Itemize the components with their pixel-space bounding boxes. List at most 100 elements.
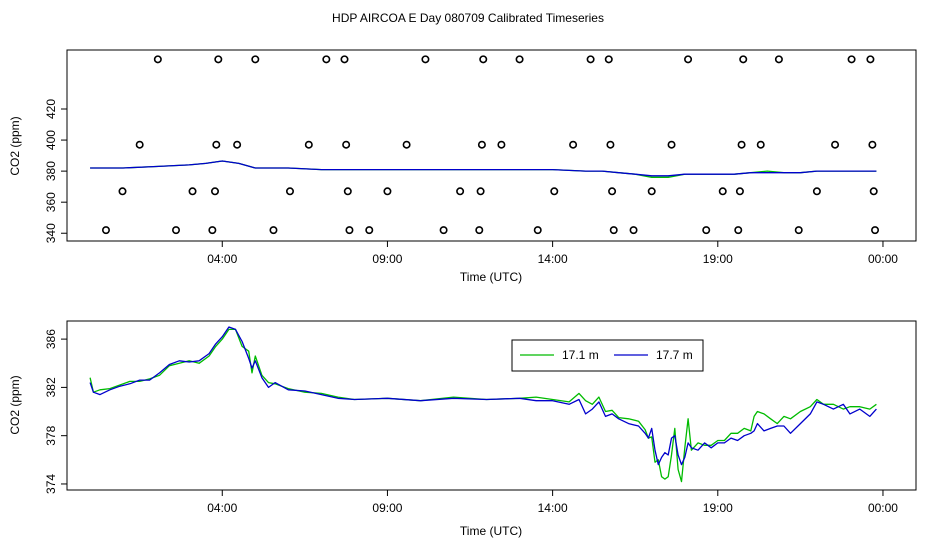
- calibration-point: [475, 226, 484, 235]
- calibration-point: [340, 55, 349, 64]
- y-tick-label: 380: [44, 161, 58, 181]
- calibration-point: [718, 187, 727, 196]
- calibration-point: [550, 187, 559, 196]
- calibration-point: [812, 187, 821, 196]
- y-tick-label: 386: [44, 329, 58, 349]
- calibration-point: [421, 55, 430, 64]
- x-axis: 04:00 09:00 14:00 19:00 00:00: [207, 241, 898, 266]
- calibration-point: [604, 55, 613, 64]
- y-tick-label: 382: [44, 377, 58, 397]
- calibration-point: [214, 55, 223, 64]
- legend-label-17-7m: 17.7 m: [656, 348, 693, 362]
- y-axis-label: CO2 (ppm): [8, 375, 22, 434]
- x-tick-label: 14:00: [538, 252, 568, 266]
- calibration-point: [135, 140, 144, 149]
- calibration-point: [476, 187, 485, 196]
- calibration-point: [251, 55, 260, 64]
- calibration-point: [831, 140, 840, 149]
- calibration-point: [739, 55, 748, 64]
- calibration-point: [647, 187, 656, 196]
- calibration-point: [322, 55, 331, 64]
- series-line: [89, 328, 877, 483]
- plot-frame: [66, 320, 917, 491]
- x-tick-label: 09:00: [372, 252, 402, 266]
- calibration-point: [606, 140, 615, 149]
- calibration-point: [515, 55, 524, 64]
- calibration-point: [101, 226, 110, 235]
- calibration-point: [608, 187, 617, 196]
- y-tick-label: 400: [44, 130, 58, 150]
- calibration-point: [118, 187, 127, 196]
- x-tick-label: 19:00: [703, 252, 733, 266]
- calibration-point: [735, 187, 744, 196]
- x-tick-label: 19:00: [703, 501, 733, 515]
- legend: 17.1 m 17.7 m: [511, 339, 704, 372]
- chart-title: HDP AIRCOA E Day 080709 Calibrated Times…: [332, 11, 604, 25]
- calibration-point: [756, 140, 765, 149]
- calibration-point: [586, 55, 595, 64]
- calibration-point: [285, 187, 294, 196]
- calibration-point: [188, 187, 197, 196]
- legend-label-17-1m: 17.1 m: [562, 348, 599, 362]
- calibration-points: [101, 55, 880, 235]
- x-axis: 04:00 09:00 14:00 19:00 00:00: [207, 490, 898, 515]
- calibration-point: [847, 55, 856, 64]
- calibration-point: [402, 140, 411, 149]
- x-tick-label: 14:00: [538, 501, 568, 515]
- calibration-point: [684, 55, 693, 64]
- calibration-point: [533, 226, 542, 235]
- y-axis: 340 360 380 400 420: [44, 99, 67, 243]
- calibration-point: [794, 226, 803, 235]
- calibration-point: [345, 226, 354, 235]
- x-tick-label: 00:00: [868, 252, 898, 266]
- x-tick-label: 00:00: [868, 501, 898, 515]
- calibration-point: [269, 226, 278, 235]
- x-tick-label: 09:00: [372, 501, 402, 515]
- calibration-point: [439, 226, 448, 235]
- calibration-point: [342, 140, 351, 149]
- calibration-point: [479, 55, 488, 64]
- calibration-point: [365, 226, 374, 235]
- y-tick-label: 374: [44, 474, 58, 494]
- calibration-point: [629, 226, 638, 235]
- x-axis-label: Time (UTC): [460, 270, 522, 284]
- y-tick-label: 360: [44, 192, 58, 212]
- calibration-point: [208, 226, 217, 235]
- timeseries-panel: 04:00 09:00 14:00 19:00 00:00 374 378 382 386 T…: [8, 320, 917, 538]
- y-axis-label: CO2 (ppm): [8, 116, 22, 175]
- series-lines: [89, 326, 877, 483]
- calibration-point: [737, 140, 746, 149]
- calibration-point: [868, 140, 877, 149]
- calibration-point: [210, 187, 219, 196]
- x-tick-label: 04:00: [207, 252, 237, 266]
- calibration-point: [456, 187, 465, 196]
- calibration-point: [477, 140, 486, 149]
- calibration-point: [774, 55, 783, 64]
- calibration-point: [153, 55, 162, 64]
- plot-frame: [66, 49, 917, 242]
- calibration-point: [866, 55, 875, 64]
- calibration-point: [734, 226, 743, 235]
- y-tick-label: 340: [44, 223, 58, 243]
- calibration-point: [609, 226, 618, 235]
- calibration-point: [667, 140, 676, 149]
- x-axis-label: Time (UTC): [460, 524, 522, 538]
- calibration-point: [383, 187, 392, 196]
- calibration-point: [569, 140, 578, 149]
- calibration-point: [304, 140, 313, 149]
- calibration-point: [172, 226, 181, 235]
- calibration-point: [497, 140, 506, 149]
- series-line: [90, 160, 877, 177]
- y-tick-label: 378: [44, 425, 58, 445]
- calibration-point: [871, 226, 880, 235]
- y-tick-label: 420: [44, 99, 58, 119]
- x-tick-label: 04:00: [207, 501, 237, 515]
- series-lines: [90, 160, 877, 178]
- calibration-point: [233, 140, 242, 149]
- calibration-point: [343, 187, 352, 196]
- series-line: [89, 326, 877, 466]
- calibration-point: [212, 140, 221, 149]
- calibration-point: [702, 226, 711, 235]
